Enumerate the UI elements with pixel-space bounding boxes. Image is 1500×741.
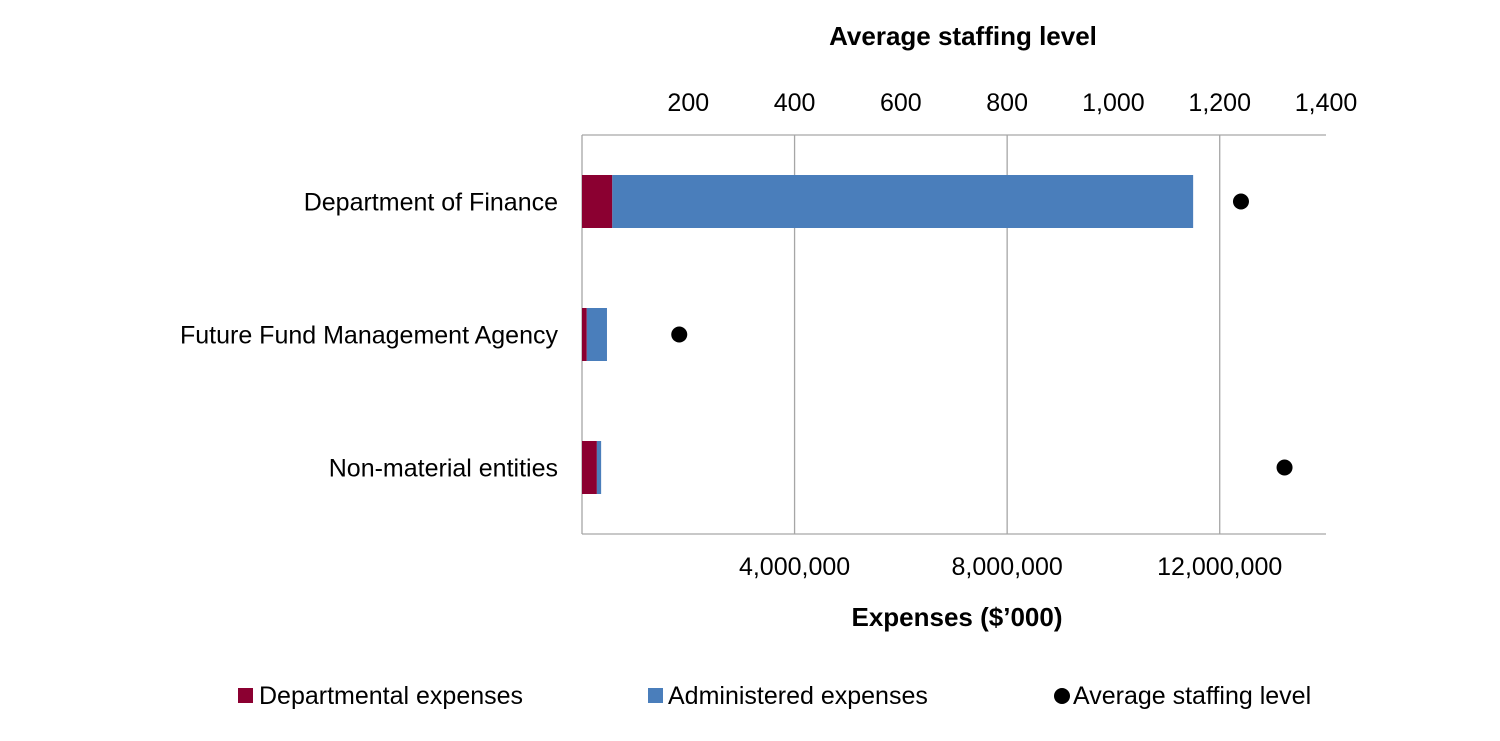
staffing-point: [1232, 193, 1249, 210]
labels: Average staffing level Expenses ($’000): [829, 21, 1097, 632]
staffing-points: [671, 193, 1293, 476]
staffing-point: [1276, 459, 1293, 476]
legend-swatch-administered: [648, 688, 663, 703]
bar-administered: [586, 308, 607, 361]
bar-departmental: [582, 175, 613, 228]
legend-label-administered: Administered expenses: [668, 682, 928, 710]
bottom-tick-label: 8,000,000: [952, 553, 1063, 581]
category-label: Future Fund Management Agency: [180, 322, 559, 350]
bar-departmental: [582, 441, 597, 494]
legend-label-departmental: Departmental expenses: [259, 682, 523, 710]
top-tick-label: 800: [986, 89, 1028, 117]
bar-administered: [596, 441, 602, 494]
top-tick-label: 1,200: [1188, 89, 1251, 117]
top-tick-label: 1,000: [1082, 89, 1145, 117]
top-tick-label: 200: [667, 89, 709, 117]
category-label: Non-material entities: [329, 455, 558, 483]
bottom-axis-title: Expenses ($’000): [851, 602, 1062, 632]
axes: 200 400 600 800 1,000 1,200 1,400 4,000,000 8,00…: [180, 89, 1357, 581]
top-axis-title: Average staffing level: [829, 21, 1097, 51]
category-label: Department of Finance: [304, 189, 558, 217]
staffing-point: [671, 326, 688, 343]
top-tick-label: 600: [880, 89, 922, 117]
bottom-tick-label: 12,000,000: [1157, 553, 1282, 581]
bar-departmental: [582, 308, 587, 361]
legend-marker-staffing: [1054, 688, 1070, 704]
legend: Departmental expenses Administered expen…: [238, 682, 1311, 710]
bottom-tick-label: 4,000,000: [739, 553, 850, 581]
top-tick-label: 400: [774, 89, 816, 117]
bars: [582, 175, 1194, 494]
top-tick-label: 1,400: [1295, 89, 1358, 117]
legend-swatch-departmental: [238, 688, 253, 703]
bar-administered: [612, 175, 1194, 228]
legend-label-staffing: Average staffing level: [1073, 682, 1311, 710]
